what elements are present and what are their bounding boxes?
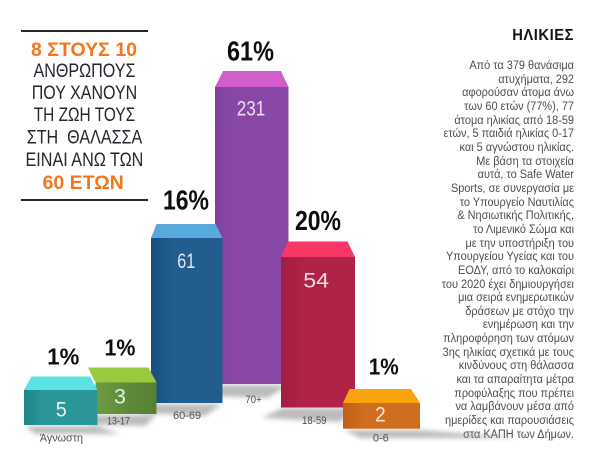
svg-text:ΕΙΝΑΙ ΑΝΩ ΤΩΝ: ΕΙΝΑΙ ΑΝΩ ΤΩΝ bbox=[26, 149, 144, 171]
svg-text:ΠΟΥ ΧΑΝΟΥΝ: ΠΟΥ ΧΑΝΟΥΝ bbox=[32, 82, 137, 104]
svg-text:54: 54 bbox=[303, 268, 329, 292]
svg-text:13-17: 13-17 bbox=[107, 416, 130, 428]
svg-text:1%: 1% bbox=[47, 344, 79, 369]
svg-text:20%: 20% bbox=[295, 206, 341, 237]
svg-text:1%: 1% bbox=[105, 335, 136, 361]
svg-text:16%: 16% bbox=[163, 185, 209, 216]
svg-text:2: 2 bbox=[375, 403, 386, 427]
svg-text:61: 61 bbox=[177, 250, 195, 274]
svg-text:60 ΕΤΩΝ: 60 ΕΤΩΝ bbox=[43, 172, 124, 194]
svg-text:61%: 61% bbox=[227, 37, 274, 67]
svg-text:1%: 1% bbox=[369, 354, 399, 380]
svg-text:3: 3 bbox=[114, 384, 126, 408]
svg-text:0-6: 0-6 bbox=[373, 433, 389, 445]
svg-text:Άγνωστη: Άγνωστη bbox=[40, 432, 83, 444]
svg-text:70+: 70+ bbox=[245, 394, 261, 406]
svg-text:18-59: 18-59 bbox=[302, 415, 327, 427]
svg-text:60-69: 60-69 bbox=[173, 410, 201, 422]
svg-text:231: 231 bbox=[237, 97, 265, 121]
svg-text:8 ΣΤΟΥΣ 10: 8 ΣΤΟΥΣ 10 bbox=[31, 39, 137, 61]
svg-text:5: 5 bbox=[56, 398, 67, 422]
svg-text:ΣΤΗ ΘΑΛΑΣΣΑ: ΣΤΗ ΘΑΛΑΣΣΑ bbox=[27, 126, 143, 148]
svg-text:ΑΝΘΡΩΠΟΥΣ: ΑΝΘΡΩΠΟΥΣ bbox=[34, 60, 136, 82]
svg-text:ΤΗ ΖΩΗ ΤΟΥΣ: ΤΗ ΖΩΗ ΤΟΥΣ bbox=[34, 103, 136, 125]
